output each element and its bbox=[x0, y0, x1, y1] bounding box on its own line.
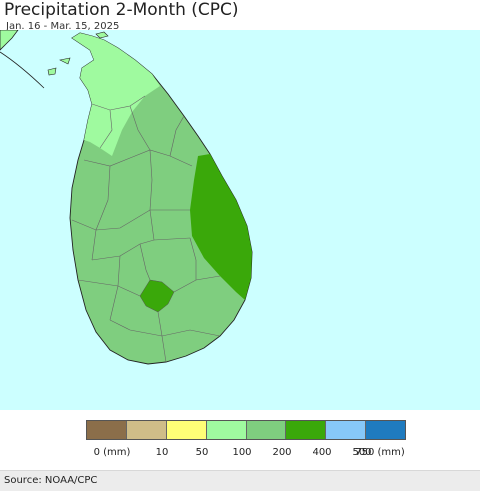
district-boundaries bbox=[71, 95, 221, 363]
legend-swatch bbox=[326, 421, 367, 439]
legend-tick-label: 50 bbox=[195, 447, 209, 458]
source-credit: Source: NOAA/CPC bbox=[4, 475, 98, 486]
region-north bbox=[72, 33, 160, 156]
legend-swatch bbox=[87, 421, 127, 439]
legend-tick-label: 100 bbox=[232, 447, 252, 458]
legend-tick-label: 0 (mm) bbox=[93, 447, 131, 458]
legend-swatch bbox=[206, 421, 247, 439]
precipitation-map bbox=[0, 30, 480, 410]
india-coast bbox=[0, 30, 19, 51]
legend-tick-label: 400 bbox=[312, 447, 332, 458]
northern-islands bbox=[47, 31, 109, 76]
region-south-central bbox=[139, 279, 175, 313]
legend-tick-label: 500 bbox=[352, 447, 372, 458]
date-range: Jan. 16 - Mar. 15, 2025 bbox=[6, 21, 120, 32]
map-title: Precipitation 2-Month (CPC) bbox=[4, 0, 239, 20]
legend-tick-label: 10 bbox=[155, 447, 169, 458]
legend-tick-label: 750 (mm) bbox=[355, 447, 405, 458]
legend-swatch bbox=[286, 421, 327, 439]
legend-swatch bbox=[126, 421, 167, 439]
coastline-strip bbox=[0, 51, 45, 89]
footer-bar: Source: NOAA/CPC bbox=[0, 470, 480, 491]
legend-color-bar bbox=[86, 420, 406, 440]
legend-swatch bbox=[366, 421, 405, 439]
region-east-coast bbox=[190, 154, 252, 300]
legend-tick-label: 200 bbox=[272, 447, 292, 458]
legend-swatch bbox=[166, 421, 207, 439]
legend-swatch bbox=[246, 421, 287, 439]
